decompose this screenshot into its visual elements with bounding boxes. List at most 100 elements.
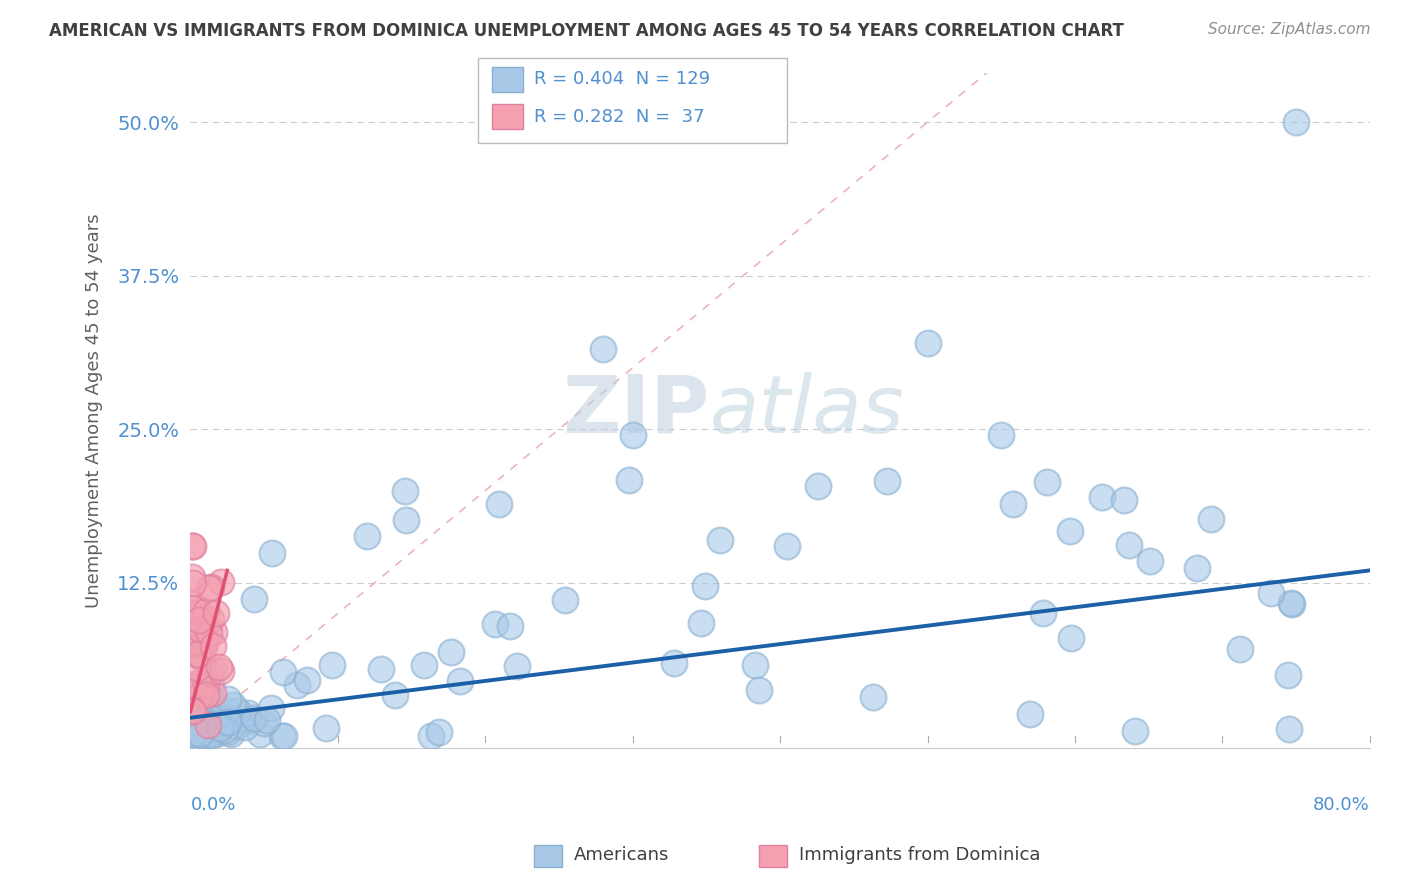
Point <box>180 726 202 740</box>
Point <box>205 606 228 620</box>
Point <box>207 711 229 725</box>
Point <box>181 713 204 727</box>
Point <box>207 722 229 736</box>
Point <box>180 569 202 583</box>
Point <box>181 723 204 737</box>
Point <box>180 539 202 553</box>
Point <box>744 657 766 672</box>
Point <box>748 682 770 697</box>
Point <box>209 574 232 589</box>
Point <box>188 727 211 741</box>
Point <box>202 664 225 678</box>
Point <box>273 729 295 743</box>
Point <box>201 721 224 735</box>
Point <box>1278 722 1301 736</box>
Point <box>190 623 212 637</box>
Point <box>195 714 218 728</box>
Point <box>198 666 221 681</box>
Point <box>205 727 228 741</box>
Point <box>191 652 214 666</box>
Point <box>195 715 218 730</box>
Point <box>253 716 276 731</box>
Point <box>427 725 450 739</box>
Point <box>187 605 209 619</box>
Text: AMERICAN VS IMMIGRANTS FROM DOMINICA UNEMPLOYMENT AMONG AGES 45 TO 54 YEARS CORR: AMERICAN VS IMMIGRANTS FROM DOMINICA UNE… <box>49 22 1123 40</box>
Point <box>214 723 236 737</box>
Point <box>184 708 207 723</box>
Point <box>1112 493 1135 508</box>
Point <box>195 678 218 692</box>
Point <box>222 717 245 731</box>
Point <box>183 629 205 643</box>
Point <box>807 479 830 493</box>
Point <box>243 591 266 606</box>
Point <box>420 729 443 743</box>
Point <box>224 712 246 726</box>
Point <box>271 729 294 743</box>
Point <box>198 727 221 741</box>
Point <box>188 696 211 710</box>
Point <box>233 721 256 735</box>
Point <box>217 692 239 706</box>
Point <box>197 727 219 741</box>
Point <box>449 673 471 688</box>
Point <box>1036 475 1059 489</box>
Point <box>181 600 204 615</box>
Point <box>208 722 231 736</box>
Point <box>190 725 212 739</box>
Point <box>181 680 204 694</box>
Point <box>370 662 392 676</box>
Point <box>198 721 221 735</box>
Point <box>197 718 219 732</box>
Point <box>484 616 506 631</box>
Point <box>209 664 232 678</box>
Point <box>188 690 211 704</box>
Point <box>1019 706 1042 721</box>
Point <box>208 714 231 729</box>
Point <box>194 724 217 739</box>
Point <box>191 714 214 729</box>
Point <box>1199 511 1222 525</box>
Point <box>180 713 202 727</box>
Point <box>249 727 271 741</box>
Point <box>193 712 215 726</box>
Point <box>200 728 222 742</box>
Point <box>321 657 343 672</box>
Point <box>260 700 283 714</box>
Point <box>186 661 208 675</box>
Point <box>202 686 225 700</box>
Point <box>285 678 308 692</box>
Point <box>193 715 215 730</box>
Point <box>183 704 205 718</box>
Point <box>394 513 416 527</box>
Point <box>180 708 202 723</box>
Point <box>990 428 1012 442</box>
Point <box>384 688 406 702</box>
Point <box>193 640 215 655</box>
Point <box>217 703 239 717</box>
Point <box>709 533 731 547</box>
Point <box>232 712 254 726</box>
Point <box>208 659 231 673</box>
Point <box>262 546 284 560</box>
Point <box>208 702 231 716</box>
Point <box>505 658 527 673</box>
Point <box>690 615 713 630</box>
Point <box>183 635 205 649</box>
Point <box>187 648 209 662</box>
Point <box>186 725 208 739</box>
Point <box>186 634 208 648</box>
Point <box>202 717 225 731</box>
Point <box>184 719 207 733</box>
Point <box>1060 631 1083 645</box>
Point <box>190 728 212 742</box>
Text: atlas: atlas <box>710 372 904 450</box>
Text: ZIP: ZIP <box>562 372 710 450</box>
Point <box>180 680 202 694</box>
Point <box>1032 606 1054 620</box>
Point <box>183 712 205 726</box>
Point <box>181 598 204 612</box>
Point <box>190 687 212 701</box>
Point <box>217 724 239 739</box>
Point <box>228 704 250 718</box>
